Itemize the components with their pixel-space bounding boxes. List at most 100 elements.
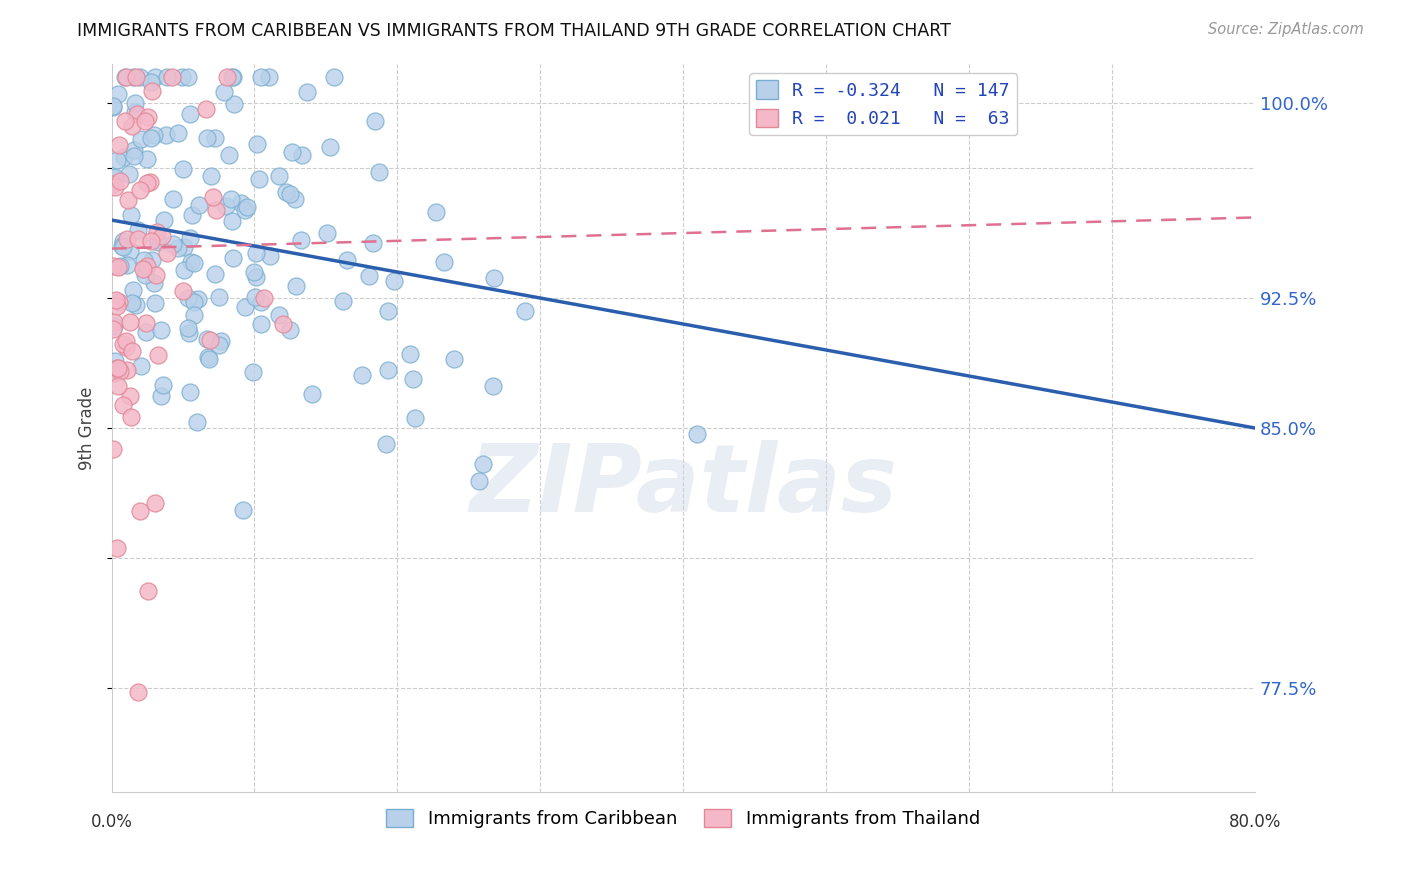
- Point: [233, 203, 256, 218]
- Point: [166, 241, 188, 255]
- Point: [107, 87, 129, 102]
- Point: [243, 290, 266, 304]
- Point: [156, 70, 179, 84]
- Point: [124, 105, 146, 120]
- Point: [153, 212, 176, 227]
- Point: [148, 348, 170, 362]
- Point: [336, 252, 359, 267]
- Point: [198, 333, 221, 347]
- Point: [180, 208, 202, 222]
- Point: [145, 225, 167, 239]
- Point: [374, 437, 396, 451]
- Point: [120, 209, 142, 223]
- Text: Source: ZipAtlas.com: Source: ZipAtlas.com: [1208, 22, 1364, 37]
- Point: [290, 148, 312, 162]
- Point: [103, 318, 125, 333]
- Point: [103, 170, 125, 185]
- Point: [128, 504, 150, 518]
- Point: [148, 235, 170, 249]
- Point: [215, 70, 238, 85]
- Point: [121, 70, 143, 84]
- Point: [112, 150, 135, 164]
- Point: [221, 70, 243, 84]
- Point: [245, 270, 267, 285]
- Point: [179, 384, 201, 399]
- Point: [155, 128, 177, 142]
- Point: [145, 268, 167, 283]
- Point: [173, 263, 195, 277]
- Point: [103, 366, 125, 380]
- Point: [107, 260, 129, 274]
- Point: [236, 200, 259, 214]
- Point: [122, 149, 145, 163]
- Point: [194, 102, 217, 116]
- Point: [208, 337, 231, 351]
- Point: [215, 199, 238, 213]
- Point: [249, 295, 271, 310]
- Point: [135, 316, 157, 330]
- Point: [162, 192, 184, 206]
- Point: [319, 140, 342, 154]
- Point: [124, 96, 146, 111]
- Point: [136, 111, 159, 125]
- Point: [214, 85, 236, 99]
- Point: [107, 541, 129, 555]
- Point: [278, 187, 301, 202]
- Point: [129, 359, 152, 373]
- Text: ZIPatlas: ZIPatlas: [470, 441, 897, 533]
- Point: [112, 234, 135, 248]
- Point: [134, 261, 156, 276]
- Point: [515, 304, 537, 318]
- Point: [247, 172, 270, 186]
- Point: [107, 379, 129, 393]
- Text: 80.0%: 80.0%: [1229, 813, 1281, 830]
- Point: [143, 276, 166, 290]
- Point: [425, 205, 447, 219]
- Point: [172, 285, 194, 299]
- Point: [121, 343, 143, 358]
- Point: [103, 315, 125, 329]
- Point: [257, 70, 280, 84]
- Point: [177, 326, 200, 340]
- Point: [156, 246, 179, 260]
- Point: [198, 352, 221, 367]
- Point: [139, 130, 162, 145]
- Point: [114, 70, 136, 84]
- Point: [183, 295, 205, 310]
- Point: [242, 365, 264, 379]
- Point: [204, 267, 226, 281]
- Point: [101, 100, 124, 114]
- Point: [295, 86, 318, 100]
- Point: [197, 332, 219, 346]
- Point: [187, 293, 209, 307]
- Point: [101, 259, 124, 273]
- Point: [125, 106, 148, 120]
- Point: [179, 230, 201, 244]
- Point: [160, 70, 183, 84]
- Point: [129, 131, 152, 145]
- Point: [301, 387, 323, 401]
- Point: [404, 410, 426, 425]
- Point: [112, 240, 135, 254]
- Point: [143, 70, 166, 84]
- Point: [433, 254, 456, 268]
- Point: [232, 503, 254, 517]
- Point: [172, 162, 194, 177]
- Point: [135, 176, 157, 190]
- Point: [443, 351, 465, 366]
- Point: [118, 389, 141, 403]
- Point: [368, 164, 391, 178]
- Point: [108, 294, 131, 309]
- Point: [107, 361, 129, 376]
- Point: [233, 301, 256, 315]
- Point: [200, 169, 222, 183]
- Point: [250, 70, 273, 84]
- Point: [104, 293, 127, 307]
- Point: [246, 136, 269, 151]
- Point: [101, 322, 124, 336]
- Point: [104, 353, 127, 368]
- Point: [332, 293, 354, 308]
- Point: [131, 261, 153, 276]
- Point: [179, 107, 201, 121]
- Point: [382, 273, 405, 287]
